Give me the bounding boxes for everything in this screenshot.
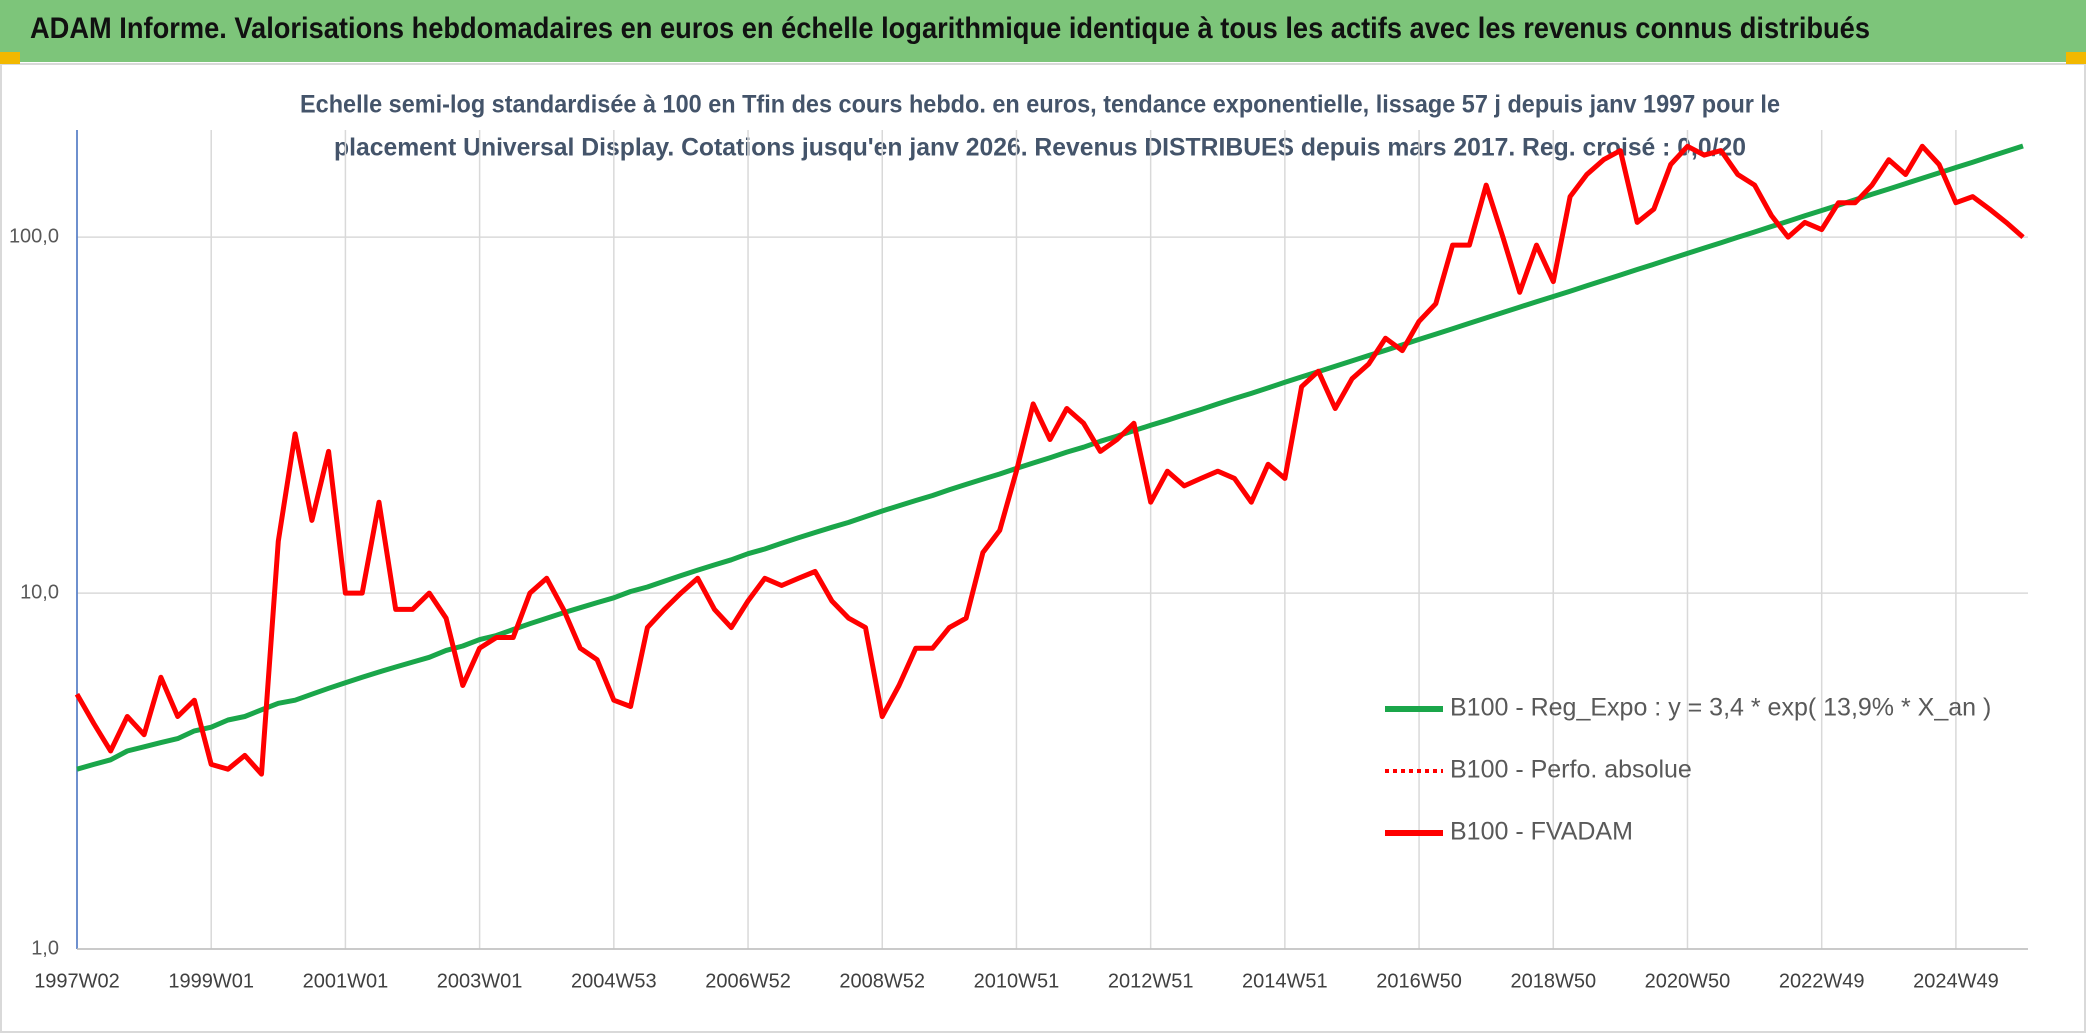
x-tick-label: 2022W49 <box>1779 970 1865 992</box>
x-tick-label: 2020W50 <box>1645 970 1731 992</box>
x-tick-label: 1999W01 <box>168 970 254 992</box>
legend-label: B100 - Perfo. absolue <box>1450 756 1692 784</box>
x-tick-label: 2024W49 <box>1913 970 1999 992</box>
x-tick-label: 2008W52 <box>839 970 925 992</box>
series-line <box>74 143 2025 777</box>
page-title: ADAM Informe. Valorisations hebdomadaire… <box>30 12 1870 45</box>
chart-subtitle: Echelle semi-log standardisée à 100 en T… <box>300 91 1780 119</box>
series-line <box>76 143 2024 772</box>
x-tick-label: 2010W51 <box>974 970 1060 992</box>
title-bar <box>0 0 2086 62</box>
x-tick-label: 2004W53 <box>571 970 657 992</box>
frame <box>0 63 2086 1033</box>
y-tick-label: 10,0 <box>20 581 59 603</box>
x-tick-label: 2001W01 <box>303 970 389 992</box>
x-tick-label: 2012W51 <box>1108 970 1194 992</box>
x-tick-label: 2014W51 <box>1242 970 1328 992</box>
corner <box>0 52 20 64</box>
x-tick-label: 2006W52 <box>705 970 791 992</box>
y-tick-label: 100,0 <box>9 225 59 247</box>
x-tick-label: 2003W01 <box>437 970 523 992</box>
legend-label: B100 - Reg_Expo : y = 3,4 * exp( 13,9% *… <box>1450 694 1991 722</box>
x-tick-label: 1997W02 <box>34 970 120 992</box>
y-tick-label: 1,0 <box>31 937 59 959</box>
x-tick-label: 2016W50 <box>1376 970 1462 992</box>
corner <box>2066 52 2086 64</box>
legend-label: B100 - FVADAM <box>1450 818 1633 846</box>
chart-subtitle: placement Universal Display. Cotations j… <box>334 134 1746 162</box>
x-tick-label: 2018W50 <box>1510 970 1596 992</box>
